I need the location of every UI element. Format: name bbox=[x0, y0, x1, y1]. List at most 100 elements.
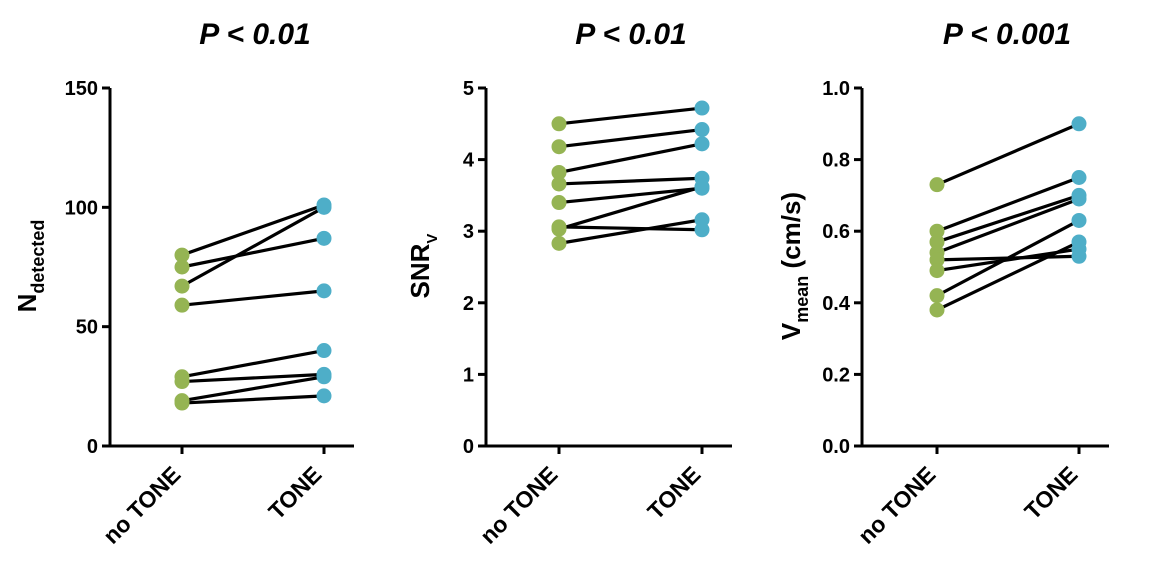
panel-2-y-axis-label: SNRV bbox=[405, 234, 441, 299]
no-tone-point bbox=[551, 195, 567, 211]
pair-line bbox=[181, 236, 325, 269]
tone-point bbox=[1071, 170, 1087, 185]
tone-point bbox=[694, 179, 710, 195]
tone-point bbox=[316, 283, 332, 299]
panel-2-points bbox=[551, 100, 710, 251]
y-tick-label: 50 bbox=[76, 317, 98, 339]
no-tone-point bbox=[929, 223, 945, 239]
panel-2-category-tone: TONE bbox=[642, 461, 705, 524]
no-tone-point bbox=[929, 252, 945, 268]
no-tone-point bbox=[174, 374, 190, 390]
panel-vmean: P < 0.001 Vmean (cm/s) 0.0 0.2 0.4 0.6 0.8 1.… bbox=[776, 18, 1109, 549]
panel-ndetected: P < 0.01 Ndetected 0 50 100 150 no TONE TON… bbox=[12, 18, 354, 549]
panel-1-pair-lines bbox=[181, 203, 325, 405]
tone-point bbox=[1071, 212, 1087, 228]
panel-3-points bbox=[929, 116, 1087, 318]
panel-2-pair-lines bbox=[558, 106, 703, 245]
tone-point bbox=[694, 100, 710, 116]
no-tone-point bbox=[551, 116, 567, 132]
no-tone-point bbox=[929, 263, 945, 279]
panel-2-y-axis-label-sub: V bbox=[424, 234, 441, 244]
panel-1-y-axis-label-sub: detected bbox=[28, 220, 48, 294]
y-tick-label: 1 bbox=[463, 364, 474, 386]
no-tone-point bbox=[929, 177, 945, 193]
tone-point bbox=[316, 230, 332, 246]
y-tick-label: 0.0 bbox=[822, 436, 850, 458]
y-tick-label: 150 bbox=[65, 78, 98, 100]
panel-3-y-axis-label-sub: mean bbox=[792, 276, 812, 323]
pair-line bbox=[558, 106, 703, 126]
panel-2-category-no-tone: no TONE bbox=[475, 461, 563, 549]
panel-snr: P < 0.01 SNRV 0 1 2 3 4 5 no TONE TONE bbox=[405, 18, 732, 549]
pair-line bbox=[936, 176, 1080, 233]
panel-1-points bbox=[174, 197, 332, 411]
tone-point bbox=[316, 343, 332, 359]
panel-1-y-axis-label: Ndetected bbox=[12, 220, 48, 313]
no-tone-point bbox=[551, 235, 567, 251]
y-tick-label: 0.8 bbox=[822, 150, 850, 172]
pair-line bbox=[558, 142, 703, 175]
pair-line bbox=[936, 193, 1080, 244]
pair-line bbox=[181, 348, 325, 379]
pair-line bbox=[181, 289, 325, 307]
panel-1-title: P < 0.01 bbox=[199, 18, 310, 51]
panel-3-category-no-tone: no TONE bbox=[853, 461, 941, 549]
panel-1-category-no-tone: no TONE bbox=[98, 461, 186, 549]
tone-point bbox=[1071, 191, 1087, 207]
no-tone-point bbox=[174, 247, 190, 263]
pair-line bbox=[936, 122, 1080, 187]
y-tick-label: 0.2 bbox=[822, 364, 850, 386]
no-tone-point bbox=[929, 234, 945, 250]
panel-2-title: P < 0.01 bbox=[575, 18, 686, 51]
no-tone-point bbox=[551, 139, 567, 155]
y-tick-label: 0 bbox=[463, 436, 474, 458]
pair-line bbox=[181, 203, 325, 257]
panel-2-y-axis-label-main: SNR bbox=[405, 243, 435, 298]
pair-line bbox=[936, 197, 1080, 255]
pair-line bbox=[558, 225, 703, 232]
tone-point bbox=[316, 369, 332, 385]
panel-1-category-tone: TONE bbox=[263, 461, 326, 524]
panel-3-y-axis-label-unit: (cm/s) bbox=[776, 192, 806, 276]
y-tick-label: 2 bbox=[463, 293, 474, 315]
panel-1-axes: 0 50 100 150 bbox=[65, 78, 354, 458]
y-tick-label: 1.0 bbox=[822, 78, 850, 100]
y-tick-label: 100 bbox=[65, 197, 98, 219]
y-tick-label: 3 bbox=[463, 221, 474, 243]
panel-3-y-axis-label: Vmean (cm/s) bbox=[776, 192, 812, 340]
pair-line bbox=[181, 205, 325, 288]
no-tone-point bbox=[929, 302, 945, 318]
panel-3-y-axis-label-main: V bbox=[776, 322, 806, 340]
panel-2-axes: 0 1 2 3 4 5 bbox=[463, 78, 732, 458]
pair-line bbox=[558, 218, 703, 245]
no-tone-point bbox=[174, 297, 190, 313]
tone-point bbox=[694, 136, 710, 152]
tone-point bbox=[316, 199, 332, 215]
pair-line bbox=[181, 375, 325, 403]
y-tick-label: 0.6 bbox=[822, 221, 850, 243]
pair-line bbox=[558, 176, 703, 186]
no-tone-point bbox=[174, 395, 190, 411]
pair-line bbox=[558, 186, 703, 205]
no-tone-point bbox=[174, 278, 190, 294]
pair-line bbox=[181, 372, 325, 384]
panel-3-pair-lines bbox=[936, 122, 1080, 312]
panel-3-title: P < 0.001 bbox=[943, 18, 1071, 51]
pair-line bbox=[181, 394, 325, 405]
y-tick-label: 4 bbox=[463, 150, 475, 172]
panel-3-axes: 0.0 0.2 0.4 0.6 0.8 1.0 bbox=[822, 78, 1109, 458]
panel-3-category-tone: TONE bbox=[1019, 461, 1082, 524]
pair-line bbox=[558, 185, 703, 231]
no-tone-point bbox=[551, 221, 567, 237]
no-tone-point bbox=[551, 164, 567, 180]
tone-point bbox=[694, 122, 710, 138]
no-tone-point bbox=[174, 259, 190, 275]
tone-point bbox=[316, 388, 332, 404]
no-tone-point bbox=[551, 176, 567, 192]
y-tick-label: 5 bbox=[463, 78, 474, 100]
panel-1-y-axis-label-main: N bbox=[12, 294, 42, 313]
pair-line bbox=[936, 240, 1080, 312]
tone-point bbox=[1071, 116, 1087, 132]
pair-line bbox=[936, 219, 1080, 298]
